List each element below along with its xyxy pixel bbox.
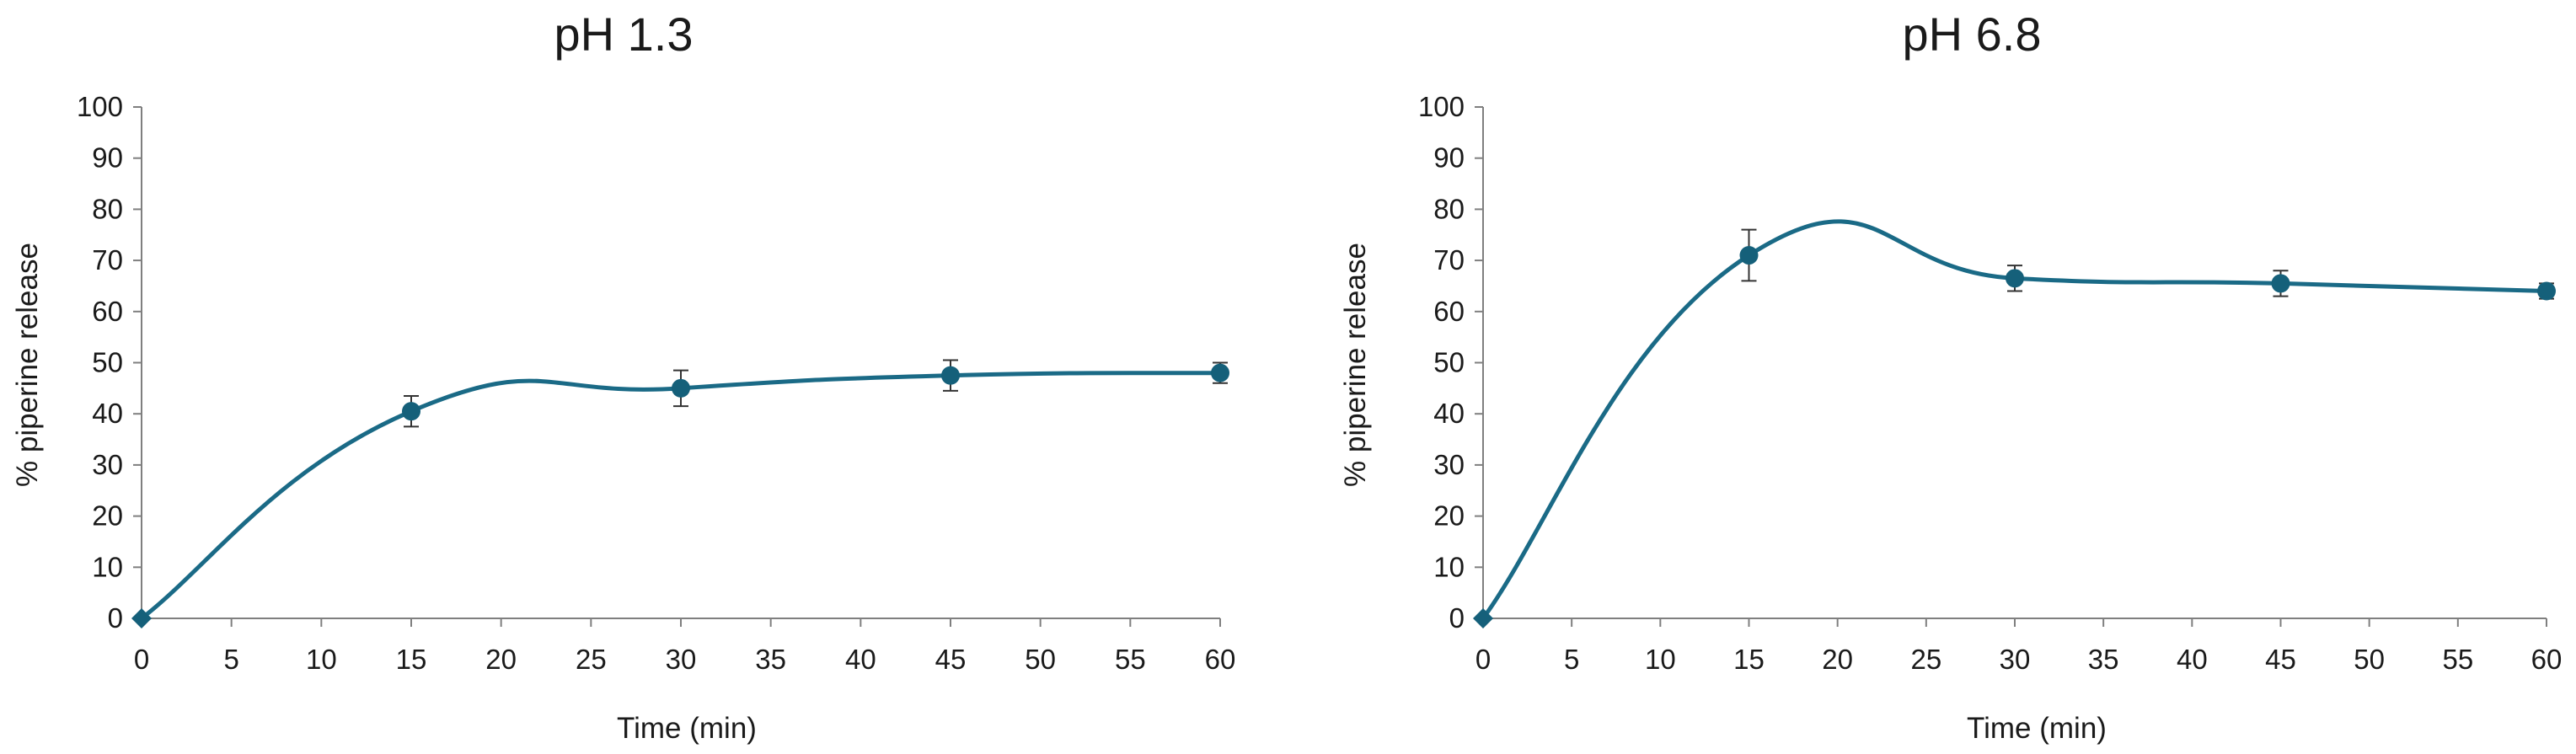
- x-tick-label: 50: [2354, 644, 2385, 675]
- y-axis-label: % piperine release: [11, 243, 44, 487]
- x-tick-label: 45: [2265, 644, 2296, 675]
- data-point: [1739, 246, 1759, 265]
- y-tick-label: 70: [92, 244, 123, 275]
- y-tick-label: 50: [1433, 347, 1465, 378]
- data-point: [941, 366, 960, 385]
- data-point: [1211, 363, 1229, 382]
- y-tick-label: 60: [1433, 296, 1465, 327]
- y-axis-label: % piperine release: [1339, 243, 1372, 487]
- x-tick-label: 45: [935, 644, 967, 675]
- chart-panel-ph-1-3: pH 1.3 Time (min) % piperine release 0 10…: [11, 8, 1235, 745]
- data-point: [672, 378, 690, 398]
- x-tick-label: 60: [1205, 644, 1236, 675]
- x-tick-label: 40: [2177, 644, 2208, 675]
- x-tick-label: 30: [2000, 644, 2031, 675]
- x-tick-label: 40: [845, 644, 876, 675]
- data-point: [131, 608, 152, 628]
- x-tick-label: 0: [134, 644, 149, 675]
- x-tick-label: 15: [396, 644, 427, 675]
- data-point: [402, 402, 420, 421]
- y-tick-label: 0: [1449, 602, 1465, 634]
- y-tick-label: 60: [92, 296, 123, 327]
- y-tick-label: 40: [92, 398, 123, 429]
- x-tick-label: 10: [1645, 644, 1676, 675]
- y-tick-label: 100: [1418, 91, 1465, 122]
- x-tick-label: 5: [1564, 644, 1579, 675]
- chart-title: pH 1.3: [554, 8, 694, 61]
- data-point: [1473, 608, 1493, 628]
- x-tick-label: 10: [306, 644, 337, 675]
- x-tick-label: 55: [2442, 644, 2473, 675]
- y-tick-label: 100: [77, 91, 123, 122]
- x-tick-label: 20: [485, 644, 517, 675]
- chart-title: pH 6.8: [1903, 8, 2042, 61]
- x-tick-label: 35: [755, 644, 786, 675]
- x-tick-label: 15: [1733, 644, 1765, 675]
- y-tick-label: 90: [1433, 142, 1465, 174]
- x-tick-label: 20: [1822, 644, 1853, 675]
- y-tick-label: 80: [1433, 193, 1465, 224]
- x-tick-label: 25: [576, 644, 607, 675]
- data-point: [2537, 281, 2556, 301]
- y-tick-label: 30: [92, 449, 123, 480]
- x-axis-label: Time (min): [617, 712, 757, 745]
- y-tick-label: 20: [92, 500, 123, 532]
- series-line: [140, 371, 1221, 620]
- series-line: [1481, 219, 2547, 620]
- x-tick-label: 30: [666, 644, 697, 675]
- y-tick-label: 90: [92, 142, 123, 174]
- x-tick-label: 35: [2088, 644, 2119, 675]
- y-tick-label: 40: [1433, 398, 1465, 429]
- x-tick-label: 25: [1910, 644, 1941, 675]
- x-axis-label: Time (min): [1967, 712, 2107, 745]
- x-tick-label: 55: [1115, 644, 1146, 675]
- x-tick-label: 0: [1475, 644, 1491, 675]
- y-tick-label: 50: [92, 347, 123, 378]
- y-tick-label: 20: [1433, 500, 1465, 532]
- y-tick-label: 10: [92, 551, 123, 582]
- y-tick-label: 70: [1433, 244, 1465, 275]
- data-point: [2006, 269, 2024, 288]
- y-tick-label: 80: [92, 193, 123, 224]
- data-point: [2271, 274, 2290, 293]
- chart-panel-ph-6-8: pH 6.8 Time (min) % piperine release 0 10…: [1339, 8, 2562, 745]
- y-tick-label: 0: [108, 602, 123, 634]
- x-tick-label: 50: [1025, 644, 1056, 675]
- x-tick-label: 5: [223, 644, 238, 675]
- y-tick-label: 10: [1433, 551, 1465, 582]
- x-tick-label: 60: [2531, 644, 2563, 675]
- y-tick-label: 30: [1433, 449, 1465, 480]
